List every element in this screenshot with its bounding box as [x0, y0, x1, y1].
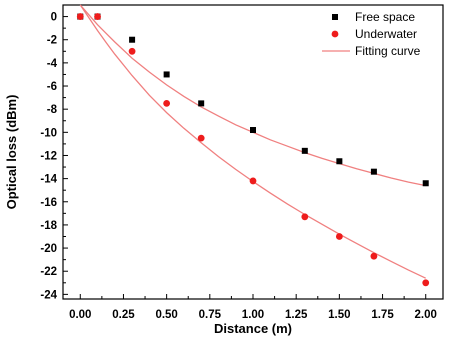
free-space-point	[422, 180, 429, 187]
underwater-point	[335, 233, 343, 240]
y-tick-label: -8	[47, 104, 58, 116]
x-tick-label: 1.50	[328, 309, 350, 321]
data-markers	[76, 13, 430, 287]
underwater-point	[249, 177, 257, 185]
free-space-point	[336, 158, 343, 165]
free-space-point	[198, 100, 205, 107]
y-tick-label: -6	[47, 81, 57, 93]
y-tick-label: -12	[40, 150, 57, 162]
underwater-point	[370, 252, 378, 260]
y-axis-title: Optical loss (dBm)	[4, 95, 19, 210]
x-axis: 0.00 0.25 0.50 0.75 1.00 1.25 1.50 1.75 2.00	[69, 294, 437, 321]
free-space-point	[129, 36, 136, 43]
fitting-curves	[79, 4, 426, 279]
y-tick-label: 0	[51, 12, 57, 24]
free-space-point	[301, 147, 308, 154]
legend-marker-free-space	[332, 14, 338, 20]
y-tick-label: -20	[40, 243, 57, 255]
x-tick-label: 2.00	[415, 309, 437, 321]
x-tick-label: 1.00	[242, 309, 264, 321]
y-axis: 0 -2 -4 -6 -8 -10 -12 -14 -16 -18 -20 -22 -24	[40, 12, 68, 301]
fitting-curve-line	[79, 4, 426, 187]
free-space-point	[370, 168, 377, 175]
free-space-point	[163, 71, 170, 78]
underwater-point	[94, 13, 101, 20]
underwater-point	[422, 279, 430, 287]
legend-marker-underwater	[331, 30, 339, 38]
x-tick-label: 0.00	[69, 309, 91, 321]
underwater-point	[197, 134, 205, 142]
y-tick-label: -18	[40, 220, 57, 232]
plot-frame	[62, 4, 444, 300]
underwater-point	[163, 99, 171, 107]
underwater-point	[76, 13, 84, 20]
legend-label-fitting-curve: Fitting curve	[355, 44, 421, 58]
y-tick-label: -14	[40, 174, 57, 186]
y-tick-label: -24	[40, 289, 57, 301]
x-tick-label: 1.25	[285, 309, 308, 321]
legend-label-underwater: Underwater	[355, 27, 417, 41]
x-tick-label: 0.75	[199, 309, 222, 321]
y-tick-label: -16	[40, 197, 57, 209]
y-tick-label: -22	[40, 266, 57, 278]
x-tick-label: 1.75	[371, 309, 394, 321]
x-axis-title: Distance (m)	[214, 321, 292, 336]
underwater-point	[301, 213, 309, 221]
legend: Free space Underwater Fitting curve	[322, 10, 421, 58]
y-tick-label: -4	[47, 58, 58, 70]
y-tick-label: -10	[40, 127, 57, 139]
underwater-point	[128, 47, 136, 55]
y-tick-label: -2	[47, 35, 57, 47]
x-tick-label: 0.25	[112, 309, 135, 321]
free-space-point	[250, 127, 256, 134]
fitting-curve-line	[79, 4, 426, 279]
x-tick-label: 0.50	[155, 309, 177, 321]
legend-label-free-space: Free space	[355, 10, 415, 24]
